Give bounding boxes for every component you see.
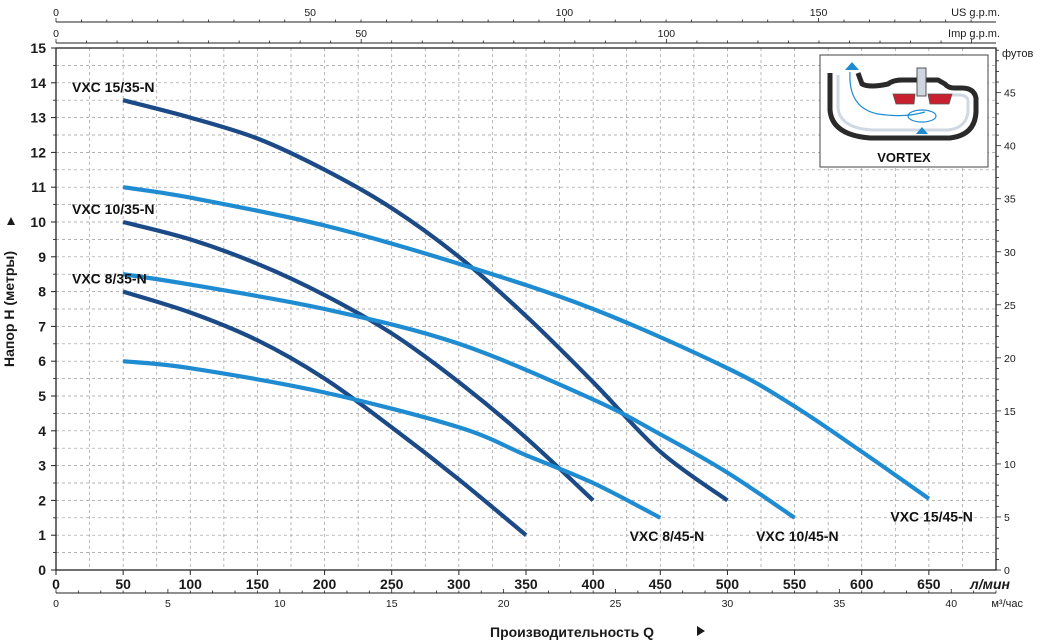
impeller-right-icon xyxy=(927,93,953,105)
x-tick-label: 250 xyxy=(380,576,404,592)
secondary-x-tick-label: 5 xyxy=(165,598,171,610)
x-tick-label: 600 xyxy=(850,576,874,592)
y-tick-label: 3 xyxy=(38,458,46,474)
series-label: VXC 8/45-N xyxy=(630,528,705,544)
right-axis-tick-label: 15 xyxy=(1004,406,1016,418)
secondary-x-unit-label: м³/час xyxy=(991,598,1023,610)
series-curve-4 xyxy=(122,272,796,520)
series-labels: VXC 15/35-N VXC 10/35-N VXC 8/35-N VXC 15/4… xyxy=(72,79,973,544)
top-axis-tick-label: 50 xyxy=(355,28,367,40)
x-tick-label: 350 xyxy=(514,576,538,592)
x-tick-label: 400 xyxy=(581,576,605,592)
right-axis-tick-label: 45 xyxy=(1004,88,1016,100)
right-axis-tick-label: 20 xyxy=(1004,353,1016,365)
y-tick-label: 8 xyxy=(38,284,46,300)
x-tick-label: 100 xyxy=(179,576,203,592)
x-tick-label: 50 xyxy=(115,576,131,592)
right-axis-unit-label: футов xyxy=(1002,48,1033,60)
secondary-x-tick-label: 40 xyxy=(945,598,957,610)
flow-arrow-up-icon xyxy=(845,62,859,70)
secondary-x-tick-label: 10 xyxy=(274,598,286,610)
right-axis-tick-label: 40 xyxy=(1004,141,1016,153)
x-tick-label: 300 xyxy=(447,576,471,592)
top-axis-unit-label: Imp g.p.m. xyxy=(948,28,1000,40)
right-axis-tick-label: 30 xyxy=(1004,247,1016,259)
right-axis-tick-label: 35 xyxy=(1004,194,1016,206)
x-tick-label: 150 xyxy=(246,576,270,592)
secondary-x-tick-label: 35 xyxy=(833,598,845,610)
top-axis-tick-label: 150 xyxy=(810,7,828,19)
y-axis-title: Напор H (метры) xyxy=(1,251,17,367)
secondary-x-tick-label: 25 xyxy=(610,598,622,610)
secondary-x-tick-label: 0 xyxy=(53,598,59,610)
y-tick-label: 0 xyxy=(38,562,46,578)
series-curve-2 xyxy=(122,289,528,537)
top-axis-tick-label: 0 xyxy=(53,7,59,19)
impeller-left-icon xyxy=(892,93,916,105)
y-tick-label: 10 xyxy=(30,214,46,230)
series-label: VXC 10/45-N xyxy=(756,528,838,544)
x-tick-label: 200 xyxy=(313,576,337,592)
series-curve-3 xyxy=(122,185,931,501)
grid xyxy=(56,48,996,570)
y-tick-label: 13 xyxy=(30,110,46,126)
right-axis-tick-label: 10 xyxy=(1004,459,1016,471)
x-axis-title: Производительность Q xyxy=(490,624,654,640)
series-curve-5 xyxy=(122,359,662,520)
vortex-inset: VORTEX xyxy=(819,54,989,168)
top-axis-tick-label: 50 xyxy=(304,7,316,19)
right-axis-tick-label: 5 xyxy=(1004,512,1010,524)
inset-title: VORTEX xyxy=(877,150,931,165)
series-label: VXC 15/45-N xyxy=(890,509,972,525)
top-axis-tick-label: 0 xyxy=(53,28,59,40)
x-unit-label: л/мин xyxy=(969,576,1011,592)
y-tick-label: 7 xyxy=(38,318,46,334)
pump-housing-icon xyxy=(827,72,979,141)
y-tick-label: 12 xyxy=(30,144,46,160)
series-label: VXC 15/35-N xyxy=(72,79,154,95)
x-tick-label: 500 xyxy=(716,576,740,592)
inlet-arrow-icon xyxy=(916,127,928,134)
x-tick-label: 450 xyxy=(649,576,673,592)
x-tick-label: 0 xyxy=(52,576,60,592)
right-axis-tick-label: 0 xyxy=(1004,565,1010,577)
series-label: VXC 8/35-N xyxy=(72,271,147,287)
right-axis-tick-label: 25 xyxy=(1004,300,1016,312)
shaft-icon xyxy=(916,67,927,97)
secondary-x-tick-label: 30 xyxy=(722,598,734,610)
pump-housing-inner xyxy=(836,75,970,132)
series-group xyxy=(122,98,931,537)
y-tick-label: 11 xyxy=(31,179,46,195)
y-tick-label: 6 xyxy=(38,353,46,369)
y-tick-label: 2 xyxy=(38,492,46,508)
y-tick-label: 1 xyxy=(38,527,46,543)
series-curve-0 xyxy=(122,98,729,503)
y-tick-label: 14 xyxy=(30,75,46,91)
inset-frame xyxy=(819,54,989,168)
y-axis-arrow-icon xyxy=(7,217,15,225)
y-tick-label: 4 xyxy=(38,423,46,439)
x-axis-arrow-icon xyxy=(697,626,705,636)
flow-arrow-icon xyxy=(849,71,926,117)
y-tick-label: 15 xyxy=(30,40,46,56)
x-tick-label: 550 xyxy=(783,576,807,592)
series-label: VXC 10/35-N xyxy=(72,201,154,217)
top-axis-tick-label: 100 xyxy=(658,28,676,40)
secondary-x-tick-label: 20 xyxy=(498,598,510,610)
secondary-x-tick-label: 15 xyxy=(386,598,398,610)
vortex-swirl-icon xyxy=(907,109,937,123)
top-axis-tick-label: 100 xyxy=(556,7,574,19)
y-tick-label: 5 xyxy=(38,388,46,404)
top-axis-unit-label: US g.p.m. xyxy=(951,7,1000,19)
x-tick-label: 650 xyxy=(917,576,941,592)
y-tick-label: 9 xyxy=(38,249,46,265)
